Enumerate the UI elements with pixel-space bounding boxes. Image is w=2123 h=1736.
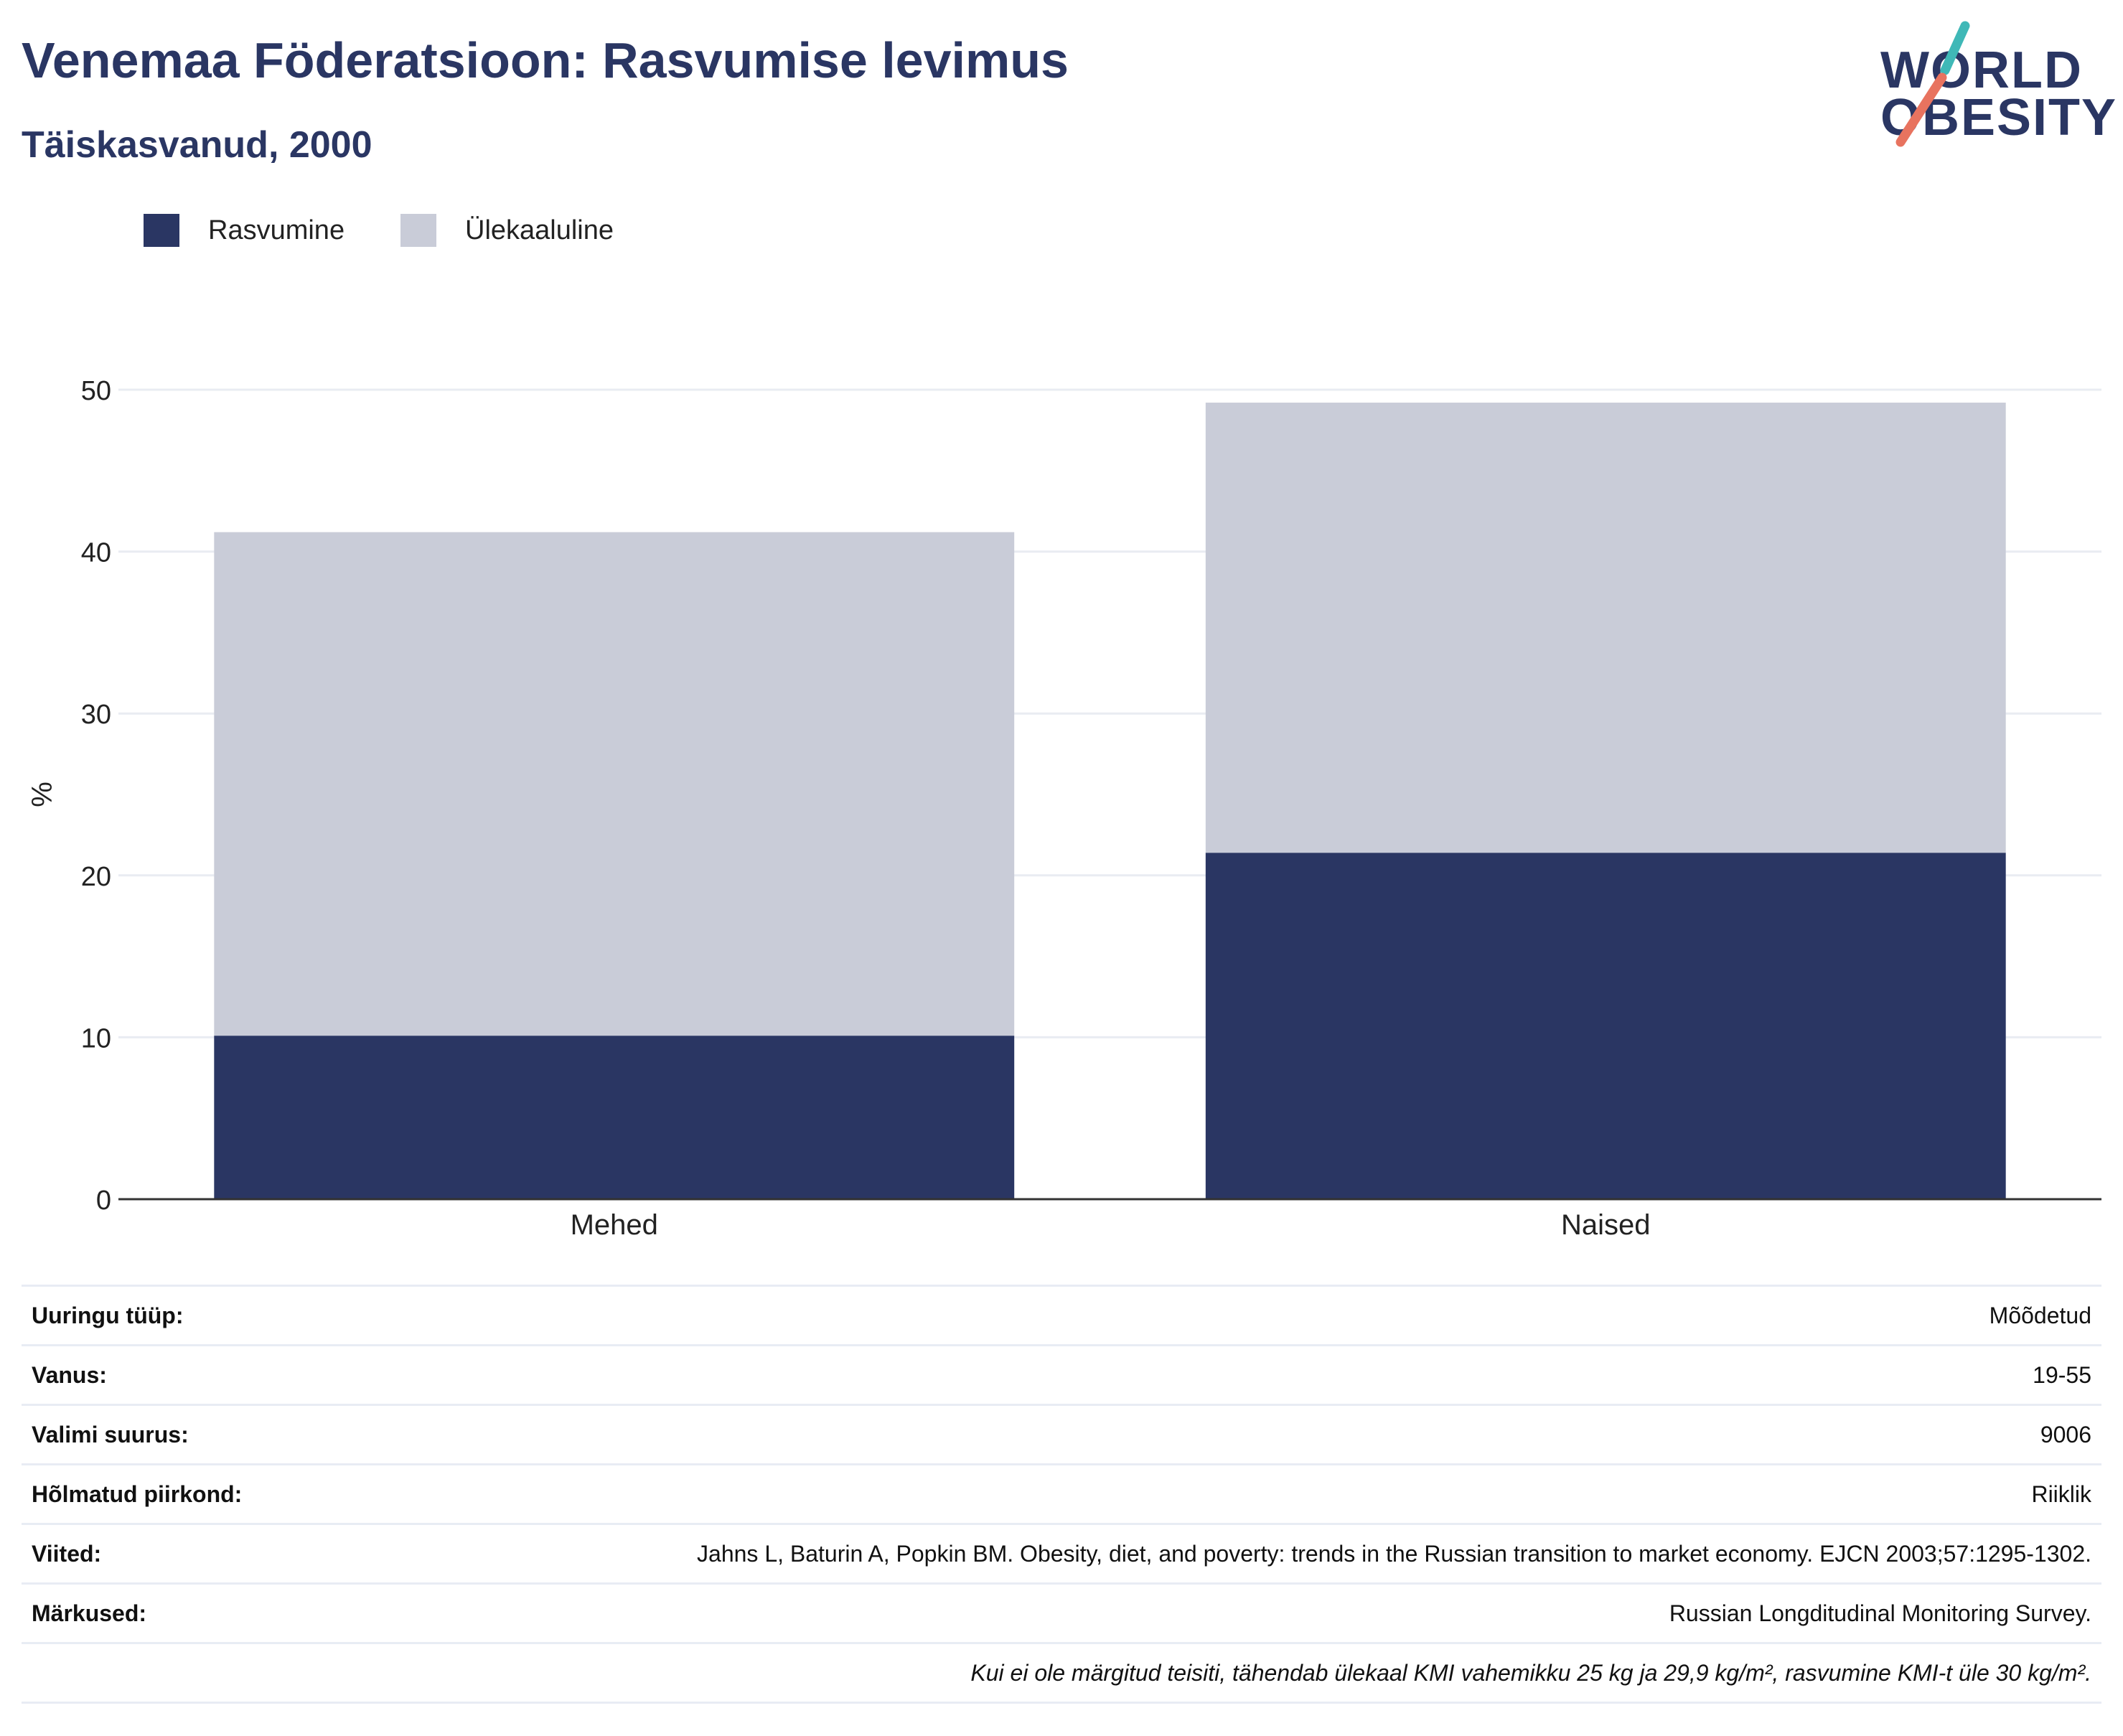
logo-line-1: WORLD [1880,42,2083,99]
y-tick-label: 20 [81,862,111,892]
info-value: Riiklik [2031,1481,2091,1507]
stacked-bar-chart: 0 10 20 30 40 50% Mehed Naised [27,376,2101,1241]
x-tick-label: Mehed [571,1209,658,1241]
y-axis-label: % [27,782,58,807]
info-value: Mõõdetud [1989,1302,2091,1328]
info-key: Viited: [32,1540,102,1567]
bar-obesity-men [214,1036,1015,1199]
info-row: Viited: Jahns L, Baturin A, Popkin BM. Ob… [22,1524,2101,1584]
legend-label-obesity: Rasvumine [208,215,345,245]
y-tick-label: 30 [81,700,111,730]
info-key: Uuringu tüüp: [32,1302,184,1328]
info-row: Märkused: Russian Longditudinal Monitorin… [22,1583,2101,1643]
bar-overweight-men [214,532,1015,1036]
y-tick-label: 50 [81,376,111,406]
info-row: Vanus: 19-55 [22,1345,2101,1405]
footnote: Kui ei ole märgitud teisiti, tähendab ül… [970,1659,2091,1686]
info-value: Russian Longditudinal Monitoring Survey. [1669,1600,2091,1626]
y-tick-label: 10 [81,1023,111,1054]
info-row: Valimi suurus: 9006 [22,1404,2101,1465]
legend-swatch-overweight [400,214,436,247]
page-title: Venemaa Föderatsioon: Rasvumise levimus [22,32,1069,88]
info-key: Hõlmatud piirkond: [32,1481,243,1507]
bar-overweight-women [1205,403,2006,853]
y-tick-label: 0 [96,1186,111,1216]
legend-label-overweight: Ülekaaluline [465,215,614,245]
info-row: Uuringu tüüp: Mõõdetud [22,1285,2101,1346]
y-tick-label: 40 [81,538,111,568]
bar-obesity-women [1205,853,2006,1199]
world-obesity-logo: WORLD OBESITY [1873,20,2116,156]
info-row: Hõlmatud piirkond: Riiklik [22,1464,2101,1524]
page-subtitle: Täiskasvanud, 2000 [22,124,372,166]
footnote-row: Kui ei ole märgitud teisiti, tähendab ül… [22,1643,2101,1703]
info-value: Jahns L, Baturin A, Popkin BM. Obesity, … [697,1540,2091,1567]
survey-info-table: Uuringu tüüp: Mõõdetud Vanus: 19-55 Valimi s… [22,1285,2101,1704]
info-value: 19-55 [2033,1361,2091,1388]
x-tick-label: Naised [1561,1209,1651,1241]
info-value: 9006 [2040,1421,2091,1448]
info-key: Valimi suurus: [32,1421,189,1448]
logo-slash-icon [1895,21,1970,147]
info-key: Märkused: [32,1600,147,1626]
legend-swatch-obesity [144,214,179,247]
info-key: Vanus: [32,1361,107,1388]
